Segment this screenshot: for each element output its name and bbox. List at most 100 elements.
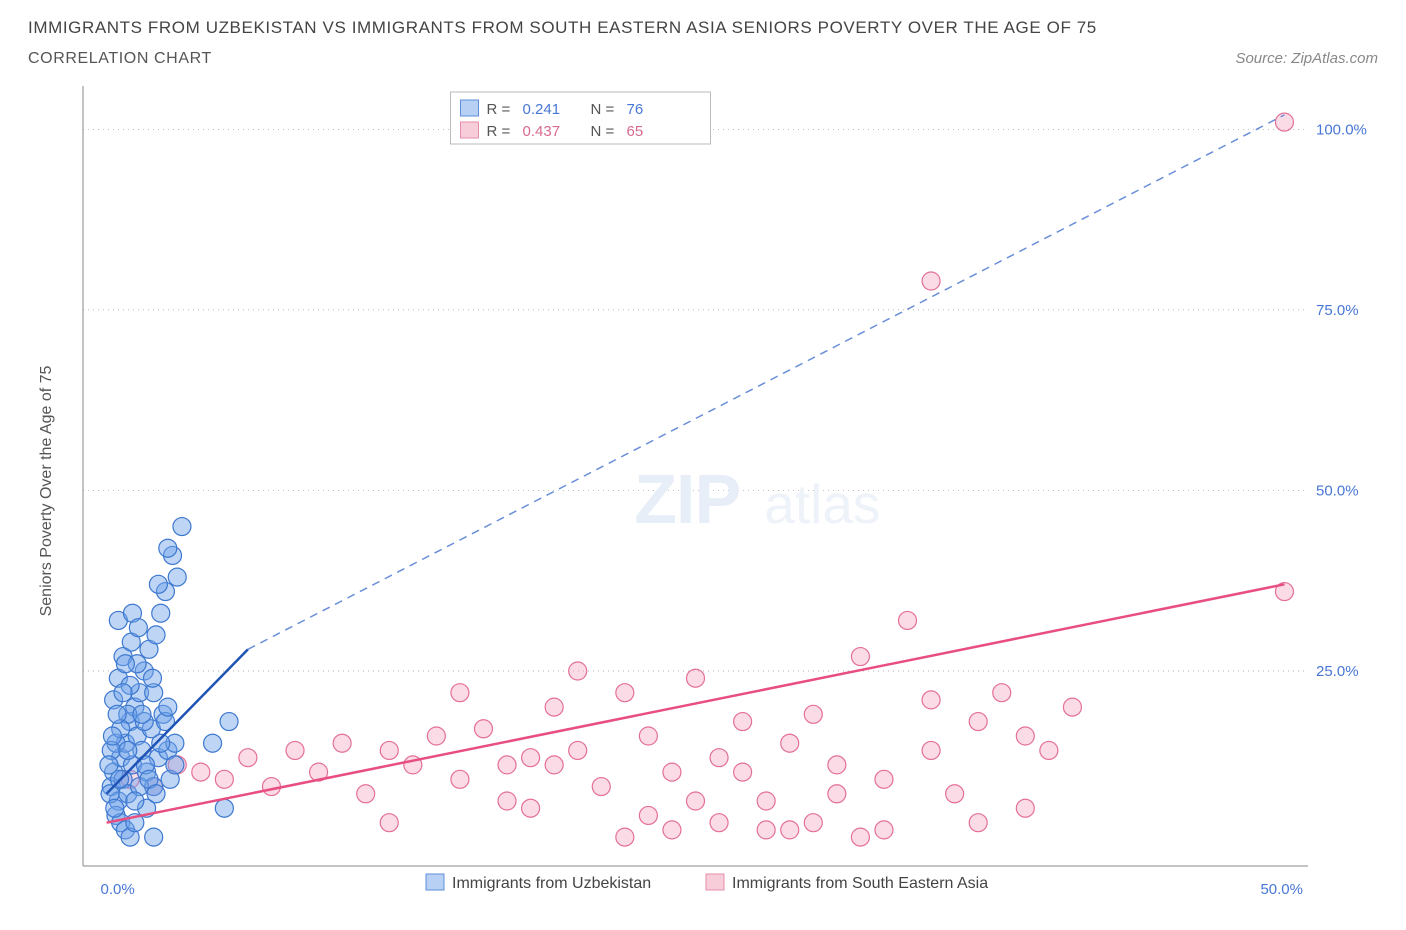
data-point — [757, 792, 775, 810]
x-tick-label: 0.0% — [101, 881, 135, 898]
legend-stat: N = — [591, 123, 615, 140]
legend-swatch — [426, 874, 444, 890]
data-point — [710, 749, 728, 767]
legend-stat: N = — [591, 101, 615, 118]
data-point — [286, 741, 304, 759]
data-point — [1063, 698, 1081, 716]
data-point — [119, 741, 137, 759]
data-point — [106, 799, 124, 817]
data-point — [993, 684, 1011, 702]
data-point — [946, 785, 964, 803]
data-point — [522, 799, 540, 817]
data-point — [262, 778, 280, 796]
data-point — [192, 763, 210, 781]
data-point — [522, 749, 540, 767]
data-point — [149, 575, 167, 593]
data-point — [451, 770, 469, 788]
data-point — [1016, 799, 1034, 817]
data-point — [152, 604, 170, 622]
data-point — [103, 727, 121, 745]
data-point — [545, 698, 563, 716]
data-point — [781, 734, 799, 752]
data-point — [166, 756, 184, 774]
chart-title: IMMIGRANTS FROM UZBEKISTAN VS IMMIGRANTS… — [28, 18, 1378, 38]
data-point — [616, 828, 634, 846]
data-point — [851, 828, 869, 846]
data-point — [143, 669, 161, 687]
source-attribution: Source: ZipAtlas.com — [1235, 50, 1378, 67]
y-tick-label: 75.0% — [1316, 302, 1359, 319]
data-point — [828, 785, 846, 803]
watermark: ZIP — [634, 460, 740, 538]
data-point — [147, 626, 165, 644]
legend-label: Immigrants from South Eastern Asia — [732, 875, 988, 892]
y-axis-label: Seniors Poverty Over the Age of 75 — [38, 365, 55, 616]
legend-stat: R = — [487, 101, 511, 118]
data-point — [133, 705, 151, 723]
data-point — [734, 713, 752, 731]
data-point — [757, 821, 775, 839]
data-point — [498, 756, 516, 774]
data-point — [781, 821, 799, 839]
y-tick-label: 50.0% — [1316, 482, 1359, 499]
data-point — [427, 727, 445, 745]
legend-label: Immigrants from Uzbekistan — [452, 875, 651, 892]
chart-subtitle: CORRELATION CHART — [28, 50, 212, 68]
legend-stat: 0.437 — [523, 123, 561, 140]
y-tick-label: 25.0% — [1316, 663, 1359, 680]
data-point — [147, 785, 165, 803]
data-point — [474, 720, 492, 738]
x-tick-label: 50.0% — [1260, 881, 1303, 898]
data-point — [1275, 113, 1293, 131]
data-point — [239, 749, 257, 767]
data-point — [922, 272, 940, 290]
data-point — [687, 792, 705, 810]
data-point — [380, 741, 398, 759]
data-point — [380, 814, 398, 832]
data-point — [828, 756, 846, 774]
y-tick-label: 100.0% — [1316, 121, 1367, 138]
data-point — [357, 785, 375, 803]
legend-swatch — [706, 874, 724, 890]
data-point — [114, 684, 132, 702]
data-point — [333, 734, 351, 752]
data-point — [220, 713, 238, 731]
data-point — [875, 770, 893, 788]
legend-swatch — [461, 100, 479, 116]
data-point — [922, 691, 940, 709]
data-point — [569, 662, 587, 680]
data-point — [687, 669, 705, 687]
data-point — [215, 799, 233, 817]
data-point — [710, 814, 728, 832]
data-point — [173, 518, 191, 536]
data-point — [1040, 741, 1058, 759]
data-point — [663, 821, 681, 839]
legend-stat: 65 — [627, 123, 644, 140]
data-point — [204, 734, 222, 752]
legend-stat: R = — [487, 123, 511, 140]
regression-line-pink — [107, 584, 1285, 822]
legend-stat: 0.241 — [523, 101, 561, 118]
data-point — [116, 655, 134, 673]
data-point — [569, 741, 587, 759]
data-point — [663, 763, 681, 781]
data-point — [108, 705, 126, 723]
data-point — [126, 792, 144, 810]
data-point — [498, 792, 516, 810]
data-point — [159, 698, 177, 716]
data-point — [922, 741, 940, 759]
data-point — [851, 648, 869, 666]
data-point — [969, 713, 987, 731]
data-point — [616, 684, 634, 702]
data-point — [545, 756, 563, 774]
data-point — [159, 539, 177, 557]
data-point — [804, 814, 822, 832]
data-point — [734, 763, 752, 781]
legend-swatch — [461, 122, 479, 138]
data-point — [129, 619, 147, 637]
data-point — [639, 727, 657, 745]
correlation-scatter-chart: 25.0%50.0%75.0%100.0%ZIPatlasR =0.241N =… — [28, 76, 1378, 916]
legend-stat: 76 — [627, 101, 644, 118]
data-point — [145, 828, 163, 846]
data-point — [875, 821, 893, 839]
